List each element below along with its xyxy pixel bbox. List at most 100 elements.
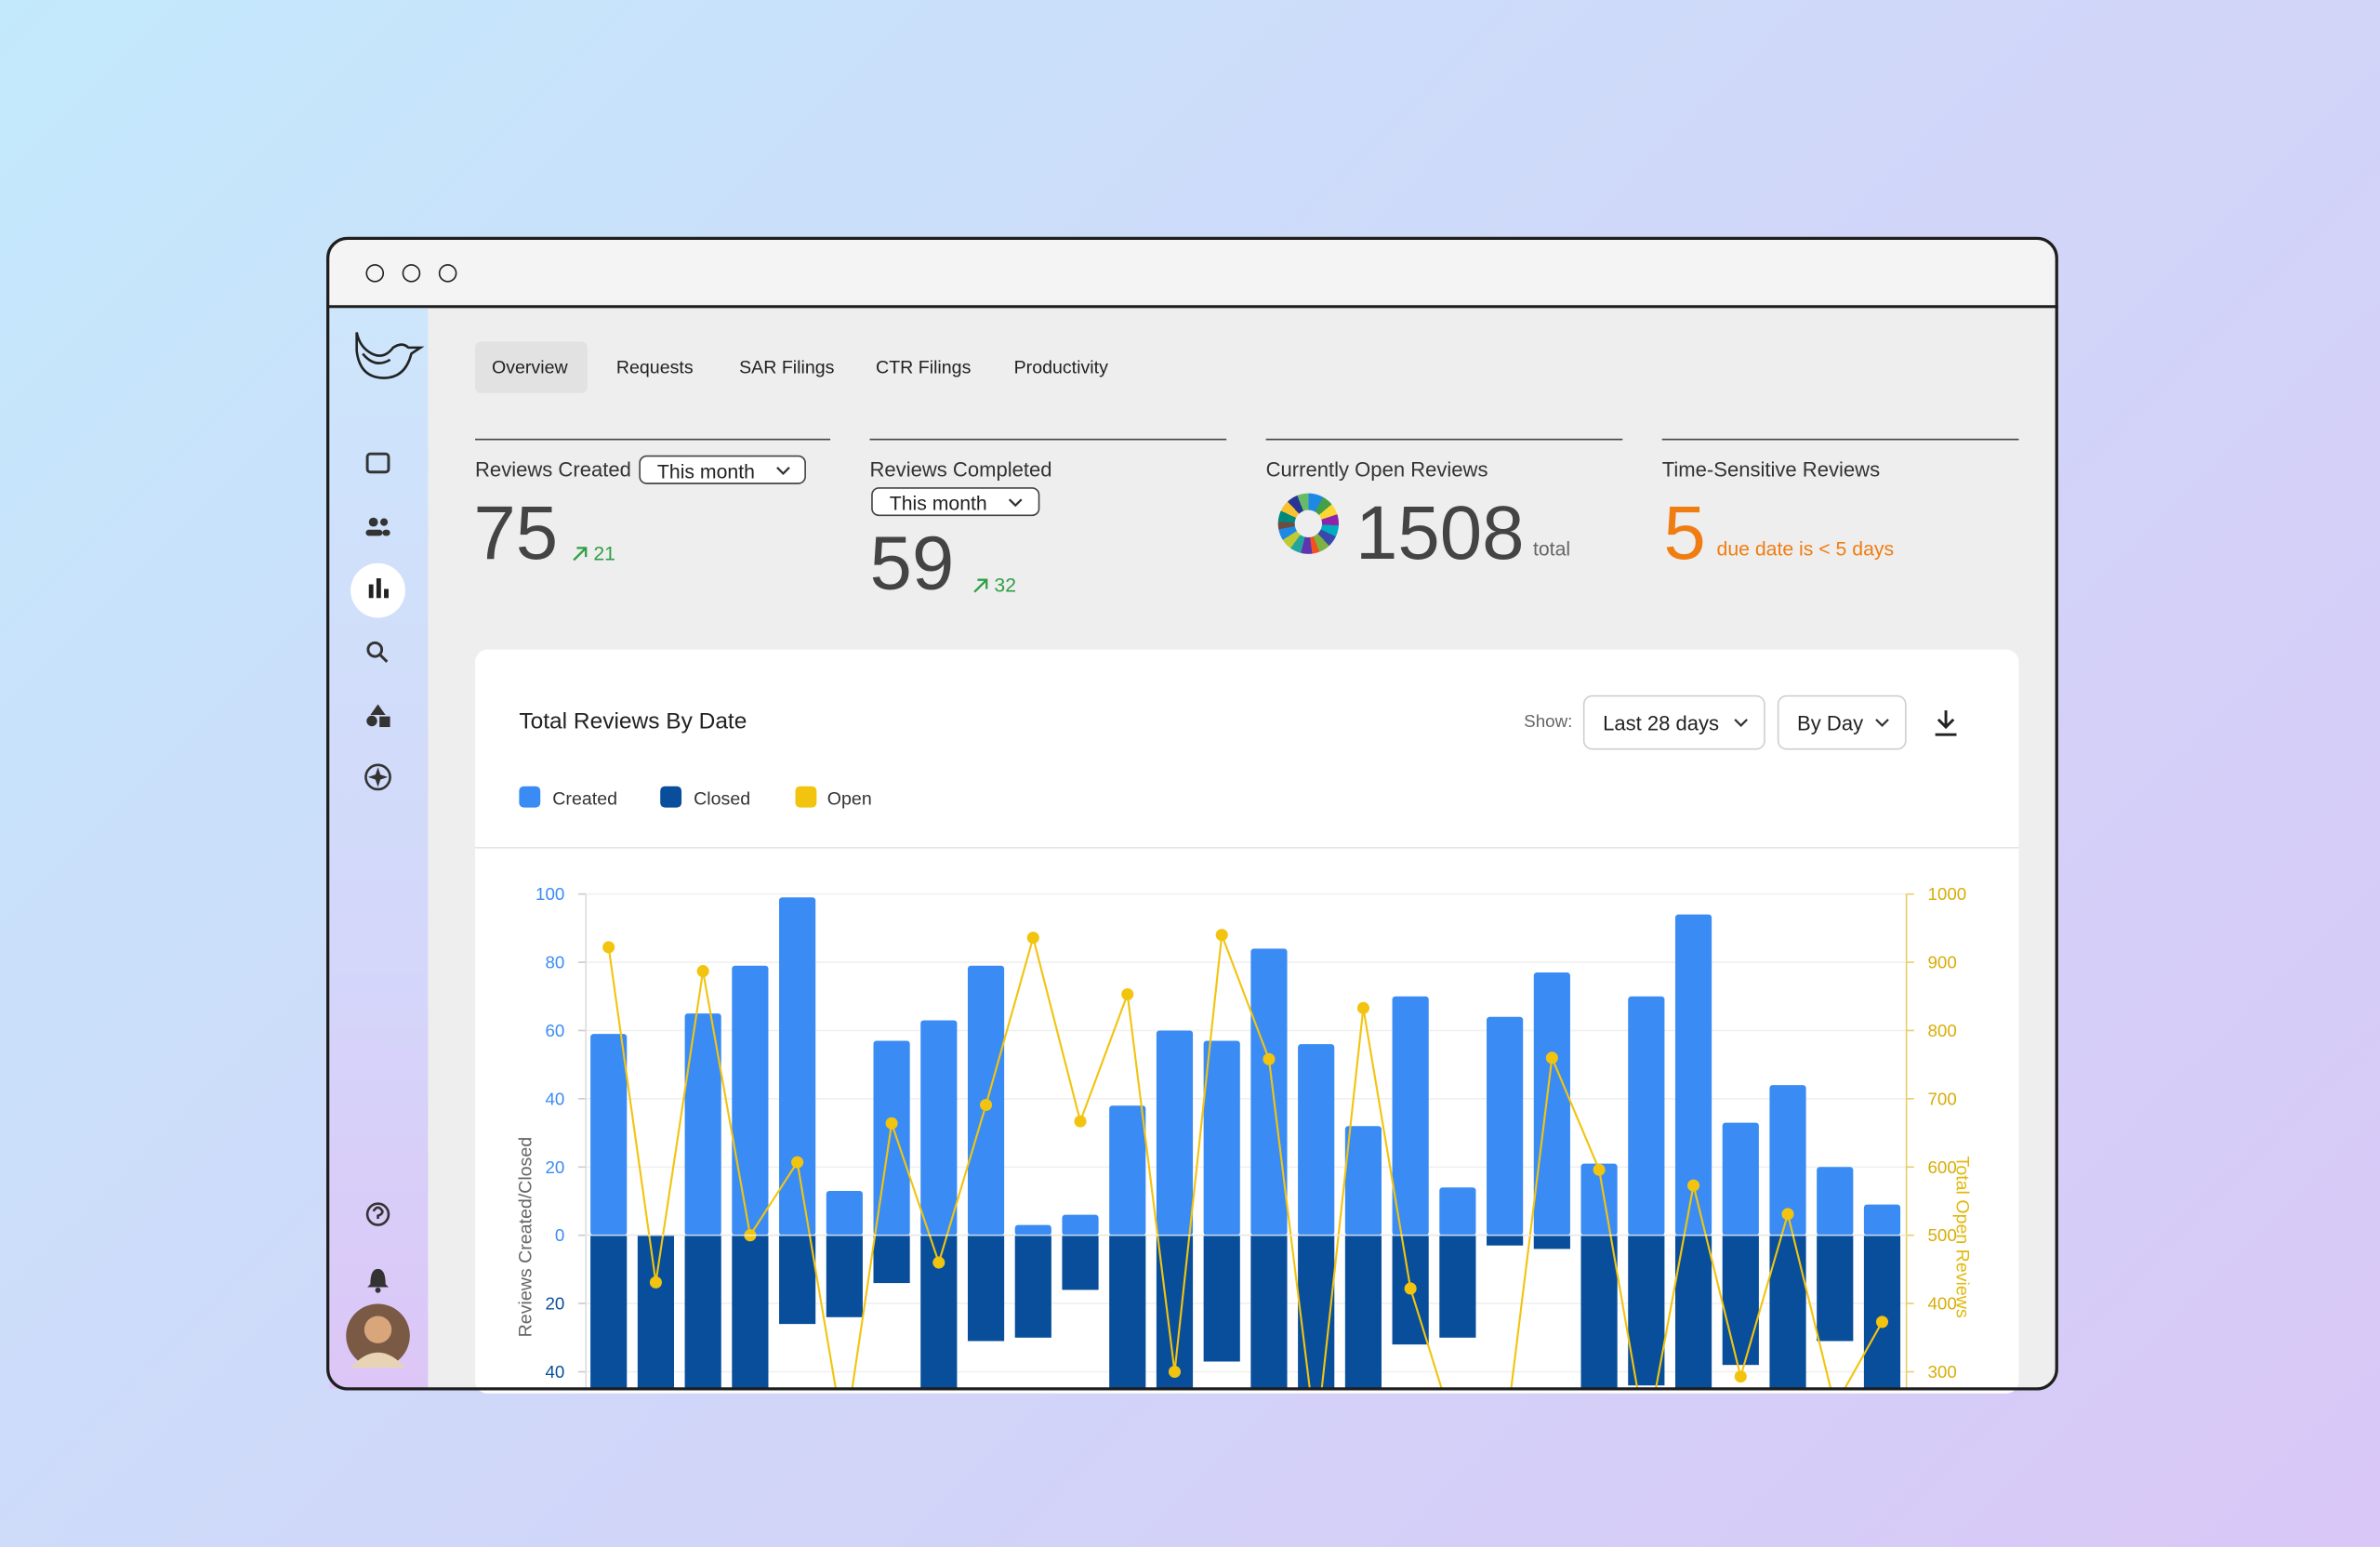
stat-label: Time-Sensitive Reviews bbox=[1661, 458, 1881, 482]
users-icon[interactable] bbox=[365, 517, 390, 536]
bar bbox=[590, 1235, 628, 1389]
open-point bbox=[1593, 1163, 1606, 1176]
open-point bbox=[1168, 1365, 1182, 1379]
tab[interactable]: Productivity bbox=[1013, 356, 1108, 378]
search-icon[interactable] bbox=[366, 641, 389, 663]
y2-tick-label: 800 bbox=[1927, 1021, 1956, 1040]
stat-label: Reviews Created bbox=[475, 458, 631, 482]
select-text: By Day bbox=[1797, 711, 1864, 735]
legend-label: Created bbox=[552, 787, 618, 810]
open-line bbox=[607, 933, 1884, 1389]
bar bbox=[1817, 1167, 1854, 1236]
y-tick-label: 20 bbox=[545, 1157, 564, 1177]
y-tick-label: 100 bbox=[536, 884, 564, 904]
stat-label: Currently Open Reviews bbox=[1265, 458, 1488, 482]
y-tick-label: 20 bbox=[545, 1294, 564, 1314]
bar bbox=[1203, 1235, 1240, 1362]
legend-swatch bbox=[795, 786, 817, 808]
y2-tick-label: 1000 bbox=[1927, 884, 1966, 904]
divider bbox=[1265, 438, 1623, 441]
logo[interactable] bbox=[355, 332, 425, 379]
chart: Reviews Created/Closed Total Open Review… bbox=[515, 884, 1972, 1389]
open-point bbox=[1121, 988, 1134, 1001]
bar bbox=[1014, 1224, 1051, 1236]
open-point bbox=[1687, 1179, 1700, 1192]
bar bbox=[1062, 1235, 1099, 1290]
bar bbox=[1109, 1235, 1146, 1389]
dropdown-text: This month bbox=[889, 491, 987, 515]
tab[interactable]: CTR Filings bbox=[876, 356, 972, 378]
bar bbox=[1250, 1235, 1288, 1389]
legend-label: Open bbox=[826, 787, 872, 810]
open-point bbox=[932, 1256, 945, 1269]
stat-value: 5 bbox=[1663, 490, 1706, 575]
analytics-icon bbox=[368, 578, 389, 599]
chevron bbox=[776, 467, 790, 476]
inbox-icon[interactable] bbox=[365, 452, 390, 474]
bar bbox=[873, 1235, 910, 1284]
bar bbox=[920, 1020, 958, 1236]
open-point bbox=[1404, 1282, 1417, 1295]
bar bbox=[1109, 1105, 1146, 1236]
legend-label: Closed bbox=[694, 787, 751, 810]
stat-value: 59 bbox=[869, 520, 955, 606]
y2-tick-label: 300 bbox=[1927, 1362, 1956, 1382]
window-close[interactable] bbox=[365, 264, 385, 283]
y2-tick-label: 500 bbox=[1927, 1225, 1956, 1245]
bar bbox=[1344, 1126, 1382, 1236]
open-point bbox=[649, 1276, 662, 1289]
y2-tick-label: 600 bbox=[1927, 1157, 1956, 1177]
tab[interactable]: SAR Filings bbox=[739, 356, 835, 378]
bar bbox=[684, 1013, 721, 1236]
chart-title: Total Reviews By Date bbox=[519, 708, 747, 735]
download-button[interactable] bbox=[1931, 707, 1962, 738]
bell-icon[interactable] bbox=[367, 1268, 389, 1293]
y2-tick-label: 400 bbox=[1927, 1294, 1956, 1314]
help-icon[interactable] bbox=[365, 1202, 390, 1226]
bar bbox=[637, 1235, 675, 1389]
y2-tick-label: 700 bbox=[1927, 1089, 1956, 1108]
bar bbox=[684, 1235, 721, 1389]
title-bar bbox=[326, 236, 2058, 309]
card-divider bbox=[475, 847, 2019, 849]
tab[interactable]: Requests bbox=[615, 356, 694, 378]
window-zoom[interactable] bbox=[438, 264, 457, 283]
bar bbox=[1392, 996, 1429, 1236]
bar bbox=[1533, 972, 1570, 1236]
tab[interactable]: Overview bbox=[491, 356, 568, 378]
divider bbox=[475, 438, 831, 441]
window-minimize[interactable] bbox=[402, 264, 421, 283]
open-point bbox=[885, 1117, 898, 1130]
open-point bbox=[1356, 1001, 1369, 1014]
legend-swatch bbox=[519, 786, 541, 808]
shapes-icon[interactable] bbox=[366, 704, 390, 728]
bar bbox=[1533, 1235, 1570, 1250]
open-point bbox=[1734, 1370, 1747, 1383]
y-tick-label: 0 bbox=[555, 1225, 564, 1245]
bar bbox=[1722, 1235, 1759, 1366]
bar bbox=[779, 897, 816, 1236]
y-tick-label: 40 bbox=[545, 1089, 564, 1108]
open-point bbox=[1026, 932, 1039, 945]
stat-change: 21 bbox=[593, 541, 615, 565]
avatar-face bbox=[364, 1316, 392, 1343]
bar bbox=[1674, 1235, 1712, 1389]
bar bbox=[1439, 1187, 1476, 1236]
bar bbox=[1156, 1030, 1194, 1236]
bar bbox=[1203, 1040, 1240, 1236]
open-point bbox=[791, 1156, 804, 1169]
range-select[interactable]: Last 28 days bbox=[1582, 694, 1765, 750]
bar bbox=[1863, 1235, 1901, 1389]
open-point bbox=[1263, 1052, 1276, 1065]
bar bbox=[1250, 948, 1288, 1236]
bar bbox=[1863, 1204, 1901, 1236]
ai-icon[interactable] bbox=[364, 763, 391, 791]
divider bbox=[1661, 438, 2019, 441]
open-point bbox=[980, 1098, 993, 1112]
y-tick-label: 80 bbox=[545, 953, 564, 972]
bar bbox=[1769, 1085, 1806, 1236]
stat-value: 75 bbox=[473, 490, 559, 575]
bar bbox=[732, 1235, 769, 1389]
